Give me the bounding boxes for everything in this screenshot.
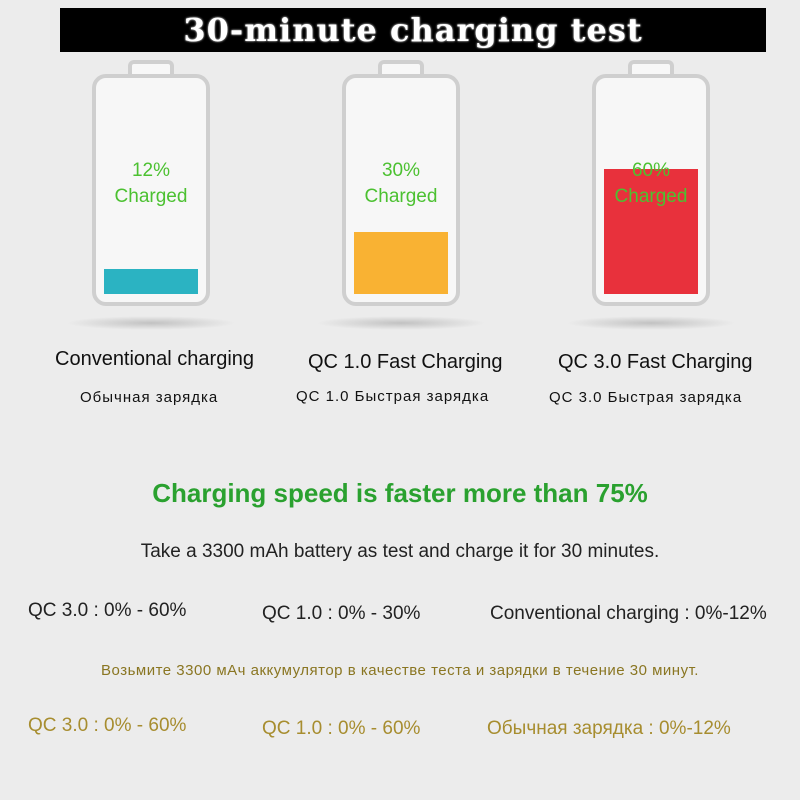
battery-conventional: 12% Charged	[92, 60, 210, 310]
result-qc1: QC 1.0 : 0% - 30%	[262, 603, 421, 624]
battery-qc1: 30% Charged	[342, 60, 460, 310]
mode-name-qc1: QC 1.0 Fast Charging	[308, 351, 503, 373]
battery-cap	[378, 60, 424, 78]
battery-status-label: Charged	[614, 186, 688, 207]
mode-name-conventional: Conventional charging	[55, 348, 255, 370]
battery-fill	[604, 169, 698, 294]
test-description-ru: Возьмите 3300 мАч аккумулятор в качестве…	[101, 662, 699, 679]
battery-qc3: 60% Charged	[592, 60, 710, 310]
battery-shadow	[316, 316, 486, 330]
battery-shadow	[66, 316, 236, 330]
battery-inner	[604, 86, 698, 294]
mode-name-qc3-ru: QC 3.0 Быстрая зарядка	[549, 389, 743, 406]
result-qc1-ru: QC 1.0 : 0% - 60%	[262, 718, 421, 739]
battery-fill	[354, 231, 448, 294]
battery-body	[342, 74, 460, 306]
result-conventional: Conventional charging : 0%-12%	[490, 603, 767, 624]
page-title: 30-minute charging test	[183, 11, 643, 49]
battery-status-label: Charged	[114, 186, 188, 207]
battery-shadow	[566, 316, 736, 330]
battery-inner	[104, 86, 198, 294]
title-banner: 30-minute charging test	[60, 8, 766, 52]
headline: Charging speed is faster more than 75%	[152, 478, 648, 508]
mode-name-conventional-ru: Обычная зарядка	[80, 389, 219, 406]
test-description: Take a 3300 mAh battery as test and char…	[140, 541, 660, 562]
battery-status-label: Charged	[364, 186, 438, 207]
result-conventional-ru: Обычная зарядка : 0%-12%	[487, 718, 731, 739]
battery-percent-label: 60%	[631, 160, 671, 181]
battery-percent-label: 12%	[131, 160, 171, 181]
battery-body	[92, 74, 210, 306]
battery-cap	[128, 60, 174, 78]
battery-percent-label: 30%	[381, 160, 421, 181]
mode-name-qc3: QC 3.0 Fast Charging	[558, 351, 753, 373]
battery-body	[592, 74, 710, 306]
result-qc3-ru: QC 3.0 : 0% - 60%	[28, 715, 187, 736]
battery-fill	[104, 269, 198, 294]
battery-cap	[628, 60, 674, 78]
mode-name-qc1-ru: QC 1.0 Быстрая зарядка	[296, 388, 490, 405]
battery-inner	[354, 86, 448, 294]
result-qc3: QC 3.0 : 0% - 60%	[28, 600, 187, 621]
